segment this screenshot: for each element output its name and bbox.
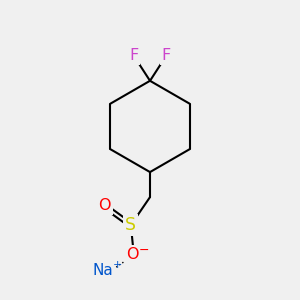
Text: Na: Na: [92, 263, 113, 278]
Text: +: +: [112, 260, 122, 270]
Text: O: O: [98, 198, 111, 213]
Text: −: −: [139, 244, 149, 256]
Text: O: O: [126, 247, 139, 262]
Text: S: S: [125, 216, 136, 234]
Text: F: F: [129, 48, 138, 63]
Text: F: F: [162, 48, 171, 63]
